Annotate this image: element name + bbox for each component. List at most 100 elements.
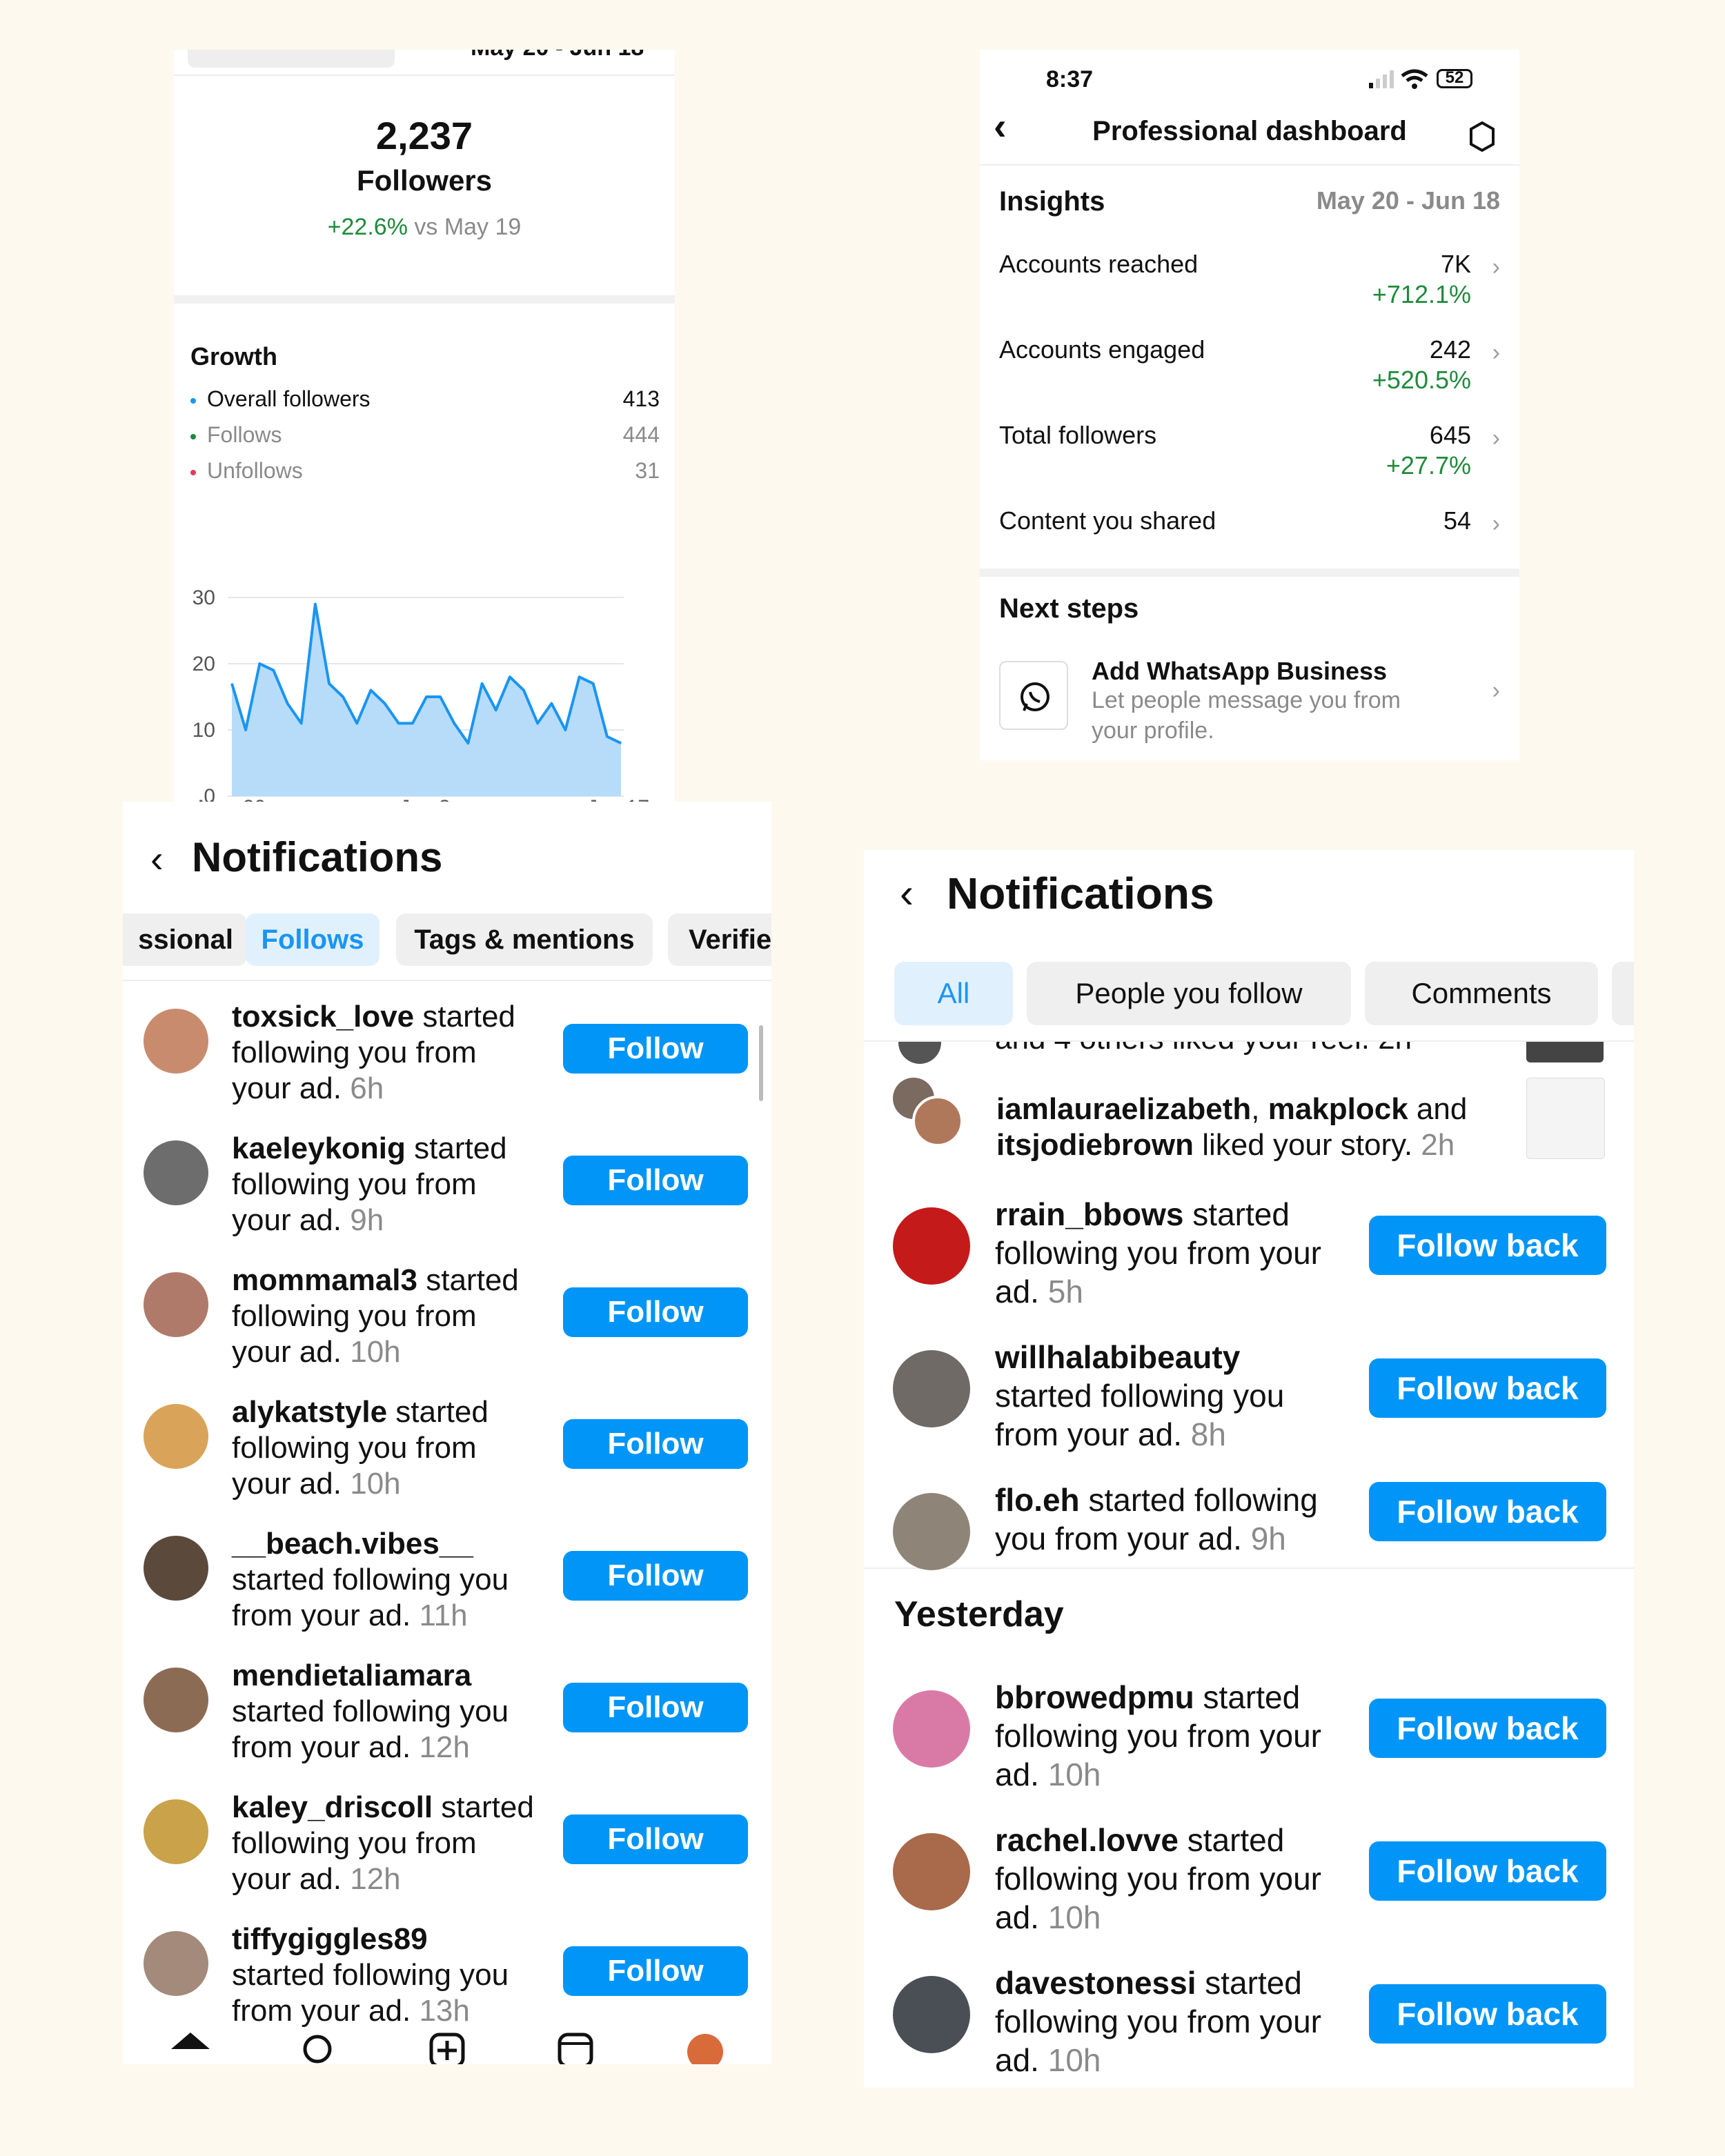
username[interactable]: alykatstyle bbox=[232, 1395, 388, 1429]
back-chevron-icon[interactable]: ‹ bbox=[994, 104, 1007, 148]
tab-all[interactable]: All bbox=[894, 962, 1013, 1025]
username[interactable]: kaeleykonig bbox=[232, 1131, 406, 1165]
avatar[interactable] bbox=[144, 1799, 208, 1864]
tab-people-you-follow[interactable]: People you follow bbox=[1027, 962, 1351, 1025]
username[interactable]: kaley_driscoll bbox=[232, 1790, 433, 1824]
back-chevron-icon[interactable]: ‹ bbox=[900, 870, 914, 916]
insight-row-accounts-engaged[interactable]: Accounts engaged 242 +520.5% › bbox=[999, 335, 1500, 394]
create-post-icon[interactable] bbox=[429, 2033, 465, 2064]
username[interactable]: itsjodiebrown bbox=[996, 1128, 1194, 1162]
username[interactable]: mendietaliamara bbox=[232, 1659, 472, 1692]
search-icon[interactable] bbox=[301, 2033, 334, 2064]
avatar[interactable] bbox=[893, 1493, 970, 1570]
username[interactable]: iamlauraelizabeth bbox=[996, 1092, 1252, 1126]
tab-verified[interactable]: Verifie bbox=[668, 913, 771, 966]
username[interactable]: toxsick_love bbox=[232, 1000, 415, 1034]
timestamp: 9h bbox=[1250, 1521, 1286, 1556]
username[interactable]: makplock bbox=[1268, 1092, 1408, 1126]
avatar[interactable] bbox=[893, 1833, 970, 1910]
home-icon[interactable] bbox=[171, 2033, 210, 2064]
insight-row-accounts-reached[interactable]: Accounts reached 7K +712.1% › bbox=[999, 250, 1500, 308]
username[interactable]: rrain_bbows bbox=[995, 1196, 1184, 1232]
follow-notification-item[interactable]: rrain_bbows started following you from yo… bbox=[864, 1195, 1634, 1326]
follow-notification-item[interactable]: willhalabibeauty started following you fro… bbox=[864, 1338, 1634, 1469]
follow-back-button[interactable]: Follow back bbox=[1369, 1358, 1606, 1418]
follow-back-button[interactable]: Follow back bbox=[1369, 1841, 1606, 1901]
avatar[interactable] bbox=[893, 1207, 970, 1285]
username[interactable]: flo.eh bbox=[995, 1482, 1080, 1518]
timestamp: 10h bbox=[1047, 1899, 1101, 1935]
profile-avatar-icon[interactable] bbox=[687, 2034, 723, 2064]
avatar[interactable] bbox=[893, 1690, 970, 1768]
follow-button[interactable]: Follow bbox=[563, 1551, 748, 1601]
avatar[interactable] bbox=[144, 1536, 208, 1601]
follow-back-button[interactable]: Follow back bbox=[1369, 1482, 1606, 1541]
dot-icon bbox=[190, 397, 196, 404]
username[interactable]: __beach.vibes__ bbox=[232, 1527, 473, 1561]
date-filter-pill[interactable] bbox=[188, 50, 395, 68]
conjunction: and bbox=[1408, 1092, 1468, 1126]
follow-notification-item[interactable]: alykatstyle started following you from you… bbox=[123, 1394, 771, 1525]
tab-more[interactable] bbox=[1612, 962, 1634, 1025]
story-thumbnail[interactable] bbox=[1526, 1078, 1605, 1159]
tab-follows[interactable]: Follows bbox=[246, 913, 379, 966]
avatar[interactable] bbox=[144, 1140, 208, 1205]
avatar[interactable] bbox=[144, 1931, 208, 1996]
liked-story-item[interactable]: iamlauraelizabeth, makplock and itsjodieb… bbox=[864, 1078, 1634, 1174]
reel-thumbnail[interactable] bbox=[1526, 1042, 1604, 1062]
avatar[interactable] bbox=[893, 1350, 970, 1427]
avatar[interactable] bbox=[144, 1272, 208, 1337]
insights-date-range[interactable]: May 20 - Jun 18 bbox=[1316, 186, 1500, 215]
reels-icon[interactable] bbox=[558, 2033, 593, 2064]
avatar[interactable] bbox=[144, 1668, 208, 1732]
settings-gear-icon[interactable] bbox=[1467, 121, 1497, 155]
username[interactable]: tiffygiggles89 bbox=[232, 1922, 428, 1956]
follow-notification-item[interactable]: flo.eh started following you from your ad… bbox=[864, 1481, 1634, 1612]
follow-back-button[interactable]: Follow back bbox=[1369, 1216, 1606, 1275]
data-point bbox=[412, 722, 413, 724]
insight-row-total-followers[interactable]: Total followers 645 +27.7% › bbox=[999, 421, 1500, 479]
back-chevron-icon[interactable]: ‹ bbox=[150, 837, 164, 880]
scrollbar[interactable] bbox=[759, 1025, 763, 1101]
follow-notification-item[interactable]: davestonessi started following you from y… bbox=[864, 1964, 1634, 2088]
follow-button[interactable]: Follow bbox=[563, 1419, 748, 1469]
follow-button[interactable]: Follow bbox=[563, 1024, 748, 1074]
liked-text: liked your story. bbox=[1194, 1128, 1421, 1162]
avatar[interactable] bbox=[893, 1976, 970, 2053]
follow-notification-item[interactable]: rachel.lovve started following you from y… bbox=[864, 1821, 1634, 1952]
follow-notification-item[interactable]: __beach.vibes__ started following you from… bbox=[123, 1526, 771, 1657]
tab-tags-mentions[interactable]: Tags & mentions bbox=[396, 913, 653, 966]
follow-button[interactable]: Follow bbox=[563, 1287, 748, 1337]
tab-comments[interactable]: Comments bbox=[1365, 962, 1598, 1025]
username[interactable]: willhalabibeauty bbox=[995, 1339, 1241, 1375]
follow-notification-item[interactable]: kaley_driscoll started following you from… bbox=[123, 1790, 771, 1921]
dot-icon bbox=[190, 469, 196, 475]
notification-text: rachel.lovve started following you from y… bbox=[995, 1821, 1381, 1937]
follow-back-button[interactable]: Follow back bbox=[1369, 1699, 1606, 1758]
username[interactable]: rachel.lovve bbox=[995, 1822, 1179, 1858]
insight-value: 242 bbox=[1429, 335, 1471, 364]
follow-notification-item[interactable]: tiffygiggles89 started following you from … bbox=[123, 1921, 771, 2053]
tab-professional[interactable]: ssional bbox=[123, 913, 247, 966]
follow-button[interactable]: Follow bbox=[563, 1683, 748, 1732]
follow-back-button[interactable]: Follow back bbox=[1369, 1984, 1606, 2044]
username[interactable]: mommamal3 bbox=[232, 1263, 418, 1297]
username[interactable]: davestonessi bbox=[995, 1965, 1196, 2001]
notification-line2: following you from your bbox=[995, 2004, 1321, 2039]
username[interactable]: bbrowedpmu bbox=[995, 1679, 1194, 1715]
follow-notification-item[interactable]: kaeleykonig started following you from you… bbox=[123, 1131, 771, 1262]
follow-notification-item[interactable]: bbrowedpmu started following you from you… bbox=[864, 1678, 1634, 1809]
follow-notification-item[interactable]: mendietaliamara started following you from… bbox=[123, 1658, 771, 1789]
follow-button[interactable]: Follow bbox=[563, 1946, 748, 1996]
insight-row-content-shared[interactable]: Content you shared 54 › bbox=[999, 506, 1500, 537]
avatar[interactable] bbox=[144, 1009, 208, 1074]
follow-button[interactable]: Follow bbox=[563, 1814, 748, 1864]
timestamp: 10h bbox=[350, 1335, 401, 1369]
avatar[interactable] bbox=[144, 1404, 208, 1469]
follow-button[interactable]: Follow bbox=[563, 1156, 748, 1205]
whatsapp-step-card[interactable]: Add WhatsApp Business Let people message… bbox=[999, 657, 1500, 746]
timestamp: 5h bbox=[1047, 1274, 1083, 1309]
follow-notification-item[interactable]: mommamal3 started following you from your … bbox=[123, 1263, 771, 1394]
follow-notification-item[interactable]: toxsick_love started following you from yo… bbox=[123, 999, 771, 1130]
yesterday-heading: Yesterday bbox=[894, 1594, 1064, 1634]
